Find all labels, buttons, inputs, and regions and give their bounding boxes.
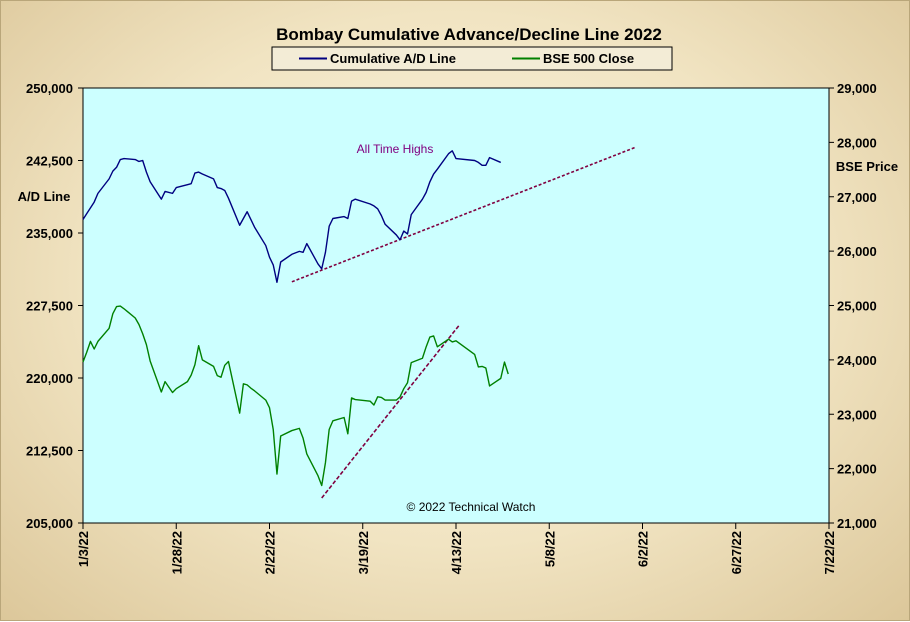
right-tick-label: 26,000 (837, 244, 877, 259)
legend-label-bse: BSE 500 Close (543, 51, 634, 66)
x-tick-label: 6/27/22 (729, 531, 744, 574)
x-axis: 1/3/22 1/28/22 2/22/22 3/19/22 4/13/22 5/8/22… (76, 523, 837, 574)
annotation-copyright: © 2022 Technical Watch (407, 500, 536, 514)
series-line-ad (82, 150, 502, 283)
series-lines (82, 150, 509, 487)
legend-label-ad: Cumulative A/D Line (330, 51, 456, 66)
x-tick-label: 6/2/22 (636, 531, 651, 567)
left-tick-label: 242,500 (26, 154, 73, 169)
left-tick-label: 250,000 (26, 81, 73, 96)
x-tick-label: 7/22/22 (822, 531, 837, 574)
right-axis-label: BSE Price (836, 159, 898, 174)
plot-area (82, 87, 830, 524)
annotation-all-time-highs: All Time Highs (357, 142, 434, 156)
x-tick-label: 1/28/22 (169, 531, 184, 574)
left-tick-label: 212,500 (26, 444, 73, 459)
x-tick-label: 1/3/22 (76, 531, 91, 567)
right-tick-label: 25,000 (837, 299, 877, 314)
right-tick-label: 27,000 (837, 190, 877, 205)
legend: Cumulative A/D Line BSE 500 Close (271, 46, 673, 71)
trendlines (291, 146, 636, 499)
chart-title: Bombay Cumulative Advance/Decline Line 2… (276, 25, 662, 44)
right-tick-label: 23,000 (837, 407, 877, 422)
x-tick-label: 5/8/22 (542, 531, 557, 567)
right-tick-label: 28,000 (837, 135, 877, 150)
right-axis: 21,000 22,000 23,000 24,000 25,000 26,000 27,0… (829, 81, 877, 531)
left-axis: 205,000 212,500 220,000 227,500 235,000 242,5… (26, 81, 83, 531)
trendline-bse (321, 324, 461, 499)
left-tick-label: 205,000 (26, 516, 73, 531)
right-tick-label: 24,000 (837, 353, 877, 368)
right-tick-label: 22,000 (837, 462, 877, 477)
x-tick-label: 2/22/22 (263, 531, 278, 574)
right-tick-label: 21,000 (837, 516, 877, 531)
left-tick-label: 235,000 (26, 226, 73, 241)
legend-box (271, 46, 673, 71)
left-tick-label: 220,000 (26, 371, 73, 386)
x-tick-label: 4/13/22 (449, 531, 464, 574)
left-axis-label: A/D Line (18, 189, 71, 204)
right-tick-label: 29,000 (837, 81, 877, 96)
series-line-bse (82, 305, 509, 487)
left-tick-label: 227,500 (26, 299, 73, 314)
trendline-ad (291, 146, 636, 283)
x-tick-label: 3/19/22 (356, 531, 371, 574)
